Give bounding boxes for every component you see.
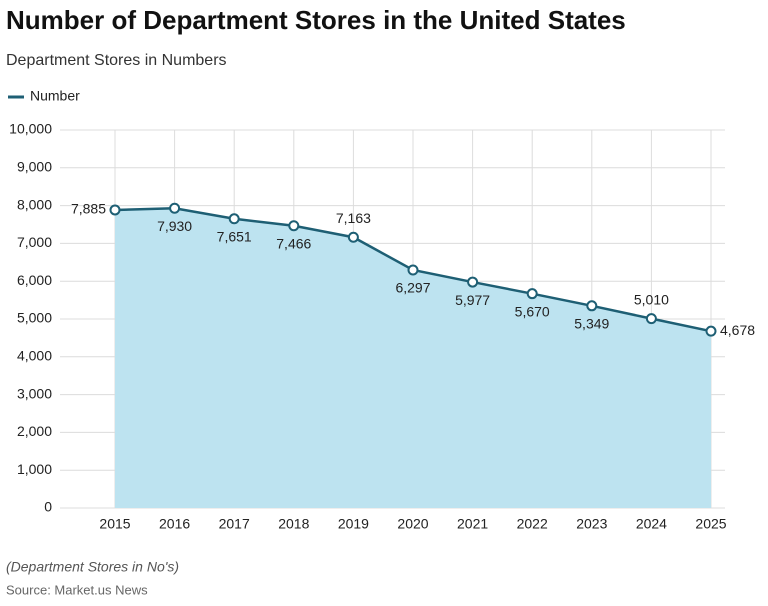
marker — [645, 313, 657, 325]
x-tick-label: 2016 — [159, 516, 190, 532]
y-tick-label: 9,000 — [17, 159, 52, 175]
marker — [586, 300, 598, 312]
marker — [407, 264, 419, 276]
legend-label: Number — [30, 88, 80, 104]
marker — [347, 231, 359, 243]
x-tick-label: 2021 — [457, 516, 488, 532]
y-tick-label: 2,000 — [17, 423, 52, 439]
data-label: 7,163 — [336, 210, 371, 226]
data-label: 7,885 — [71, 201, 106, 217]
data-label: 6,297 — [395, 280, 430, 296]
data-label: 5,349 — [574, 316, 609, 332]
x-tick-label: 2022 — [517, 516, 548, 532]
x-tick-label: 2019 — [338, 516, 369, 532]
data-label: 4,678 — [720, 322, 755, 338]
chart-subtitle: Department Stores in Numbers — [6, 52, 227, 69]
data-label: 7,466 — [276, 235, 311, 251]
marker — [228, 213, 240, 225]
x-tick-label: 2024 — [636, 516, 667, 532]
marker — [169, 202, 181, 214]
plot — [109, 202, 717, 508]
chart-title: Number of Department Stores in the Unite… — [6, 5, 626, 35]
source: Source: Market.us News — [6, 582, 148, 597]
area — [115, 208, 711, 508]
y-tick-label: 1,000 — [17, 461, 52, 477]
marker — [526, 288, 538, 300]
marker — [705, 325, 717, 337]
data-label: 5,977 — [455, 292, 490, 308]
y-tick-label: 8,000 — [17, 196, 52, 212]
marker — [288, 220, 300, 232]
labels: 7,885 7,930 7,651 7,466 7,163 6,297 5,977 5,670… — [71, 201, 755, 338]
x-tick-label: 2025 — [695, 516, 726, 532]
y-tick-label: 0 — [44, 499, 52, 515]
x-tick-label: 2015 — [99, 516, 130, 532]
y-tick-label: 7,000 — [17, 234, 52, 250]
y-tick-label: 5,000 — [17, 310, 52, 326]
y-tick-label: 3,000 — [17, 385, 52, 401]
y-tick-label: 6,000 — [17, 272, 52, 288]
x-tick-label: 2023 — [576, 516, 607, 532]
x-tick-label: 2020 — [397, 516, 428, 532]
y-tick-label: 4,000 — [17, 348, 52, 364]
data-label: 5,010 — [634, 291, 669, 307]
data-label: 7,651 — [217, 228, 252, 244]
y-tick-label: 10,000 — [9, 121, 52, 137]
x-tick-label: 2018 — [278, 516, 309, 532]
data-label: 7,930 — [157, 218, 192, 234]
marker — [467, 276, 479, 288]
x-tick-label: 2017 — [219, 516, 250, 532]
data-label: 5,670 — [515, 303, 550, 319]
note: (Department Stores in No's) — [6, 559, 179, 575]
marker — [109, 204, 121, 216]
